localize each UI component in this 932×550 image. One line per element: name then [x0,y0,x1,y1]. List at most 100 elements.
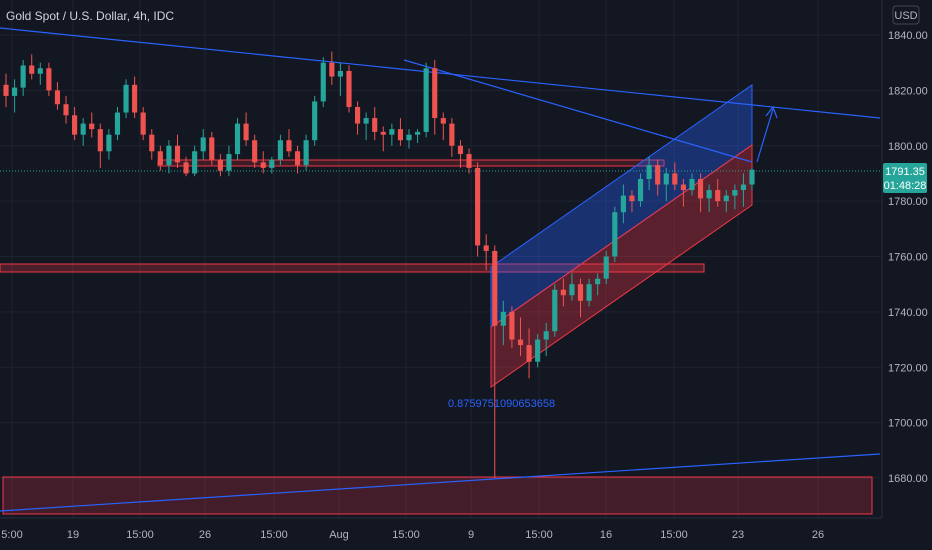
time-label: 15:00 [525,529,553,541]
candle-body [432,68,438,119]
price-label: 1680.00 [888,473,928,485]
time-label: 15:00 [660,529,688,541]
candle-body [63,104,69,116]
time-axis[interactable]: 5:00 19 15:00 26 15:00 Aug 15:00 9 15:00 16 15:00 2… [0,517,882,541]
candle-body [483,245,489,251]
candle-body [192,151,198,174]
candle-body [569,284,575,296]
candle-body [106,134,112,152]
candle-body [397,129,404,141]
candle-body [492,250,498,326]
time-label: 16 [600,529,612,541]
candle-body [329,62,335,77]
candle-body [637,178,644,202]
candle-body [157,151,163,166]
arrow-line [756,108,774,163]
candle-body [252,140,258,163]
price-label: 1700.00 [888,418,928,430]
candle-body [500,311,506,326]
candle-body [72,115,78,135]
countdown-value: 01:48:28 [884,180,927,192]
symbol-title: Gold Spot / U.S. Dollar, 4h, IDC [6,9,174,23]
current-price-tag: 1791.35 01:48:28 [883,163,927,193]
zone-1792[interactable] [157,159,665,167]
current-price-value: 1791.35 [885,166,925,178]
candle-body [535,339,541,362]
candle-body [217,159,223,171]
price-label: 1800.00 [888,141,928,153]
time-label: 19 [67,529,79,541]
candle-body [415,131,421,135]
trendline-descending[interactable] [403,59,753,163]
candle-body [586,284,592,301]
trendline-bottom[interactable] [0,453,881,512]
time-label: 15:00 [126,529,154,541]
candle-body [243,123,249,141]
price-label: 1780.00 [888,196,928,208]
candle-body [655,165,661,185]
candle-body [612,212,618,257]
candle-body [389,129,395,135]
trendlines[interactable] [0,27,881,512]
candle-body [89,123,95,130]
candle-body [363,118,369,124]
candle-body [749,169,755,185]
candle-body [149,134,155,152]
time-label: 26 [812,529,824,541]
zone-1757[interactable] [0,263,705,273]
candle-body [114,112,121,135]
candle-body [629,195,635,202]
candle-body [20,65,26,88]
candle-body [37,68,43,74]
zones [0,159,873,515]
candle-body [277,140,283,160]
fib-label[interactable]: 0.8759751090653658 [448,398,555,410]
currency-label: USD [894,10,917,22]
candle-body [440,118,446,124]
candle-body [3,84,9,96]
candle-body [697,178,704,199]
currency-button[interactable]: USD [892,5,920,25]
time-label: 9 [468,529,474,541]
candle-body [449,123,455,146]
candle-body [337,70,343,77]
candle-body [740,184,746,191]
candle-body [466,154,472,168]
candle-body [723,195,729,202]
time-label: 15:00 [260,529,288,541]
candle-body [552,289,558,332]
candle-body [54,90,61,105]
candle-body [234,123,241,155]
candle-body [80,123,86,135]
candle-body [166,145,172,166]
candle-body [46,68,52,91]
trendline-top[interactable] [0,27,881,119]
candles [3,51,755,478]
price-label: 1740.00 [888,307,928,319]
candle-body [475,167,481,246]
price-label: 1840.00 [888,30,928,42]
price-label: 1760.00 [888,252,928,264]
arrow-head [765,105,778,119]
candle-body [346,70,352,107]
candle-body [603,256,609,279]
candle-body [509,311,515,340]
candle-body [269,159,275,168]
candle-body [680,184,686,191]
candle-body [303,140,309,166]
candle-body [174,145,181,163]
candle-body [663,173,669,185]
candle-body [560,289,566,296]
candle-body [715,190,721,202]
candle-body [457,145,464,155]
candle-body [372,118,378,132]
candle-body [689,178,695,191]
candle-body [526,345,532,362]
time-label: 23 [732,529,744,541]
candle-body [140,112,146,135]
candle-body [209,137,215,160]
candle-body [672,173,678,185]
price-axis[interactable]: 1840.00 1820.00 1800.00 1780.00 1760.00 1740.… [881,0,932,550]
